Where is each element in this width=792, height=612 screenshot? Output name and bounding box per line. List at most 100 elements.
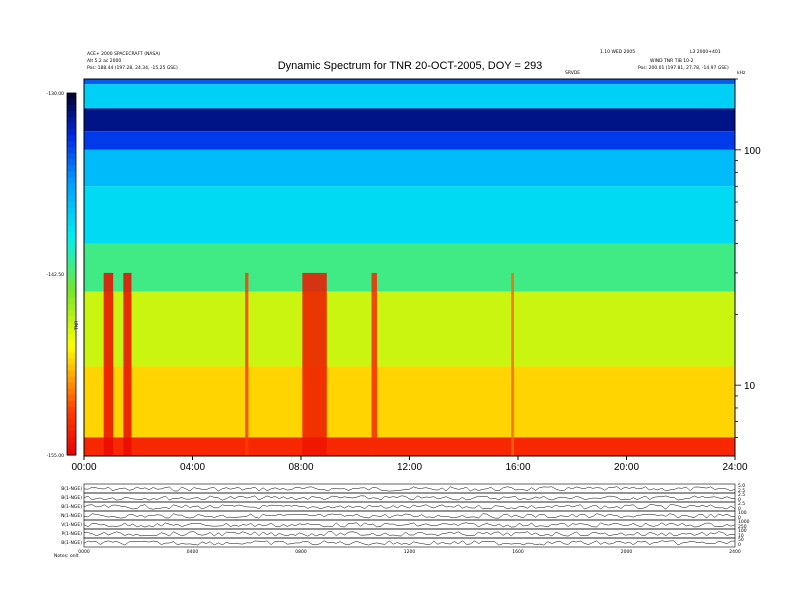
colorbar-frame [66, 92, 77, 456]
x-tick-label: 24:00 [722, 462, 747, 473]
colorbar-cell [67, 165, 76, 173]
colorbar-cell [67, 406, 76, 414]
colorbar-cell [67, 400, 76, 408]
radio-burst [371, 272, 377, 456]
colorbar-cell [67, 334, 76, 341]
colorbar-cell [67, 99, 76, 106]
panel-tick-label: 50 [738, 537, 744, 543]
spectrum-band [84, 437, 735, 456]
panel-tick-label: 100 [738, 528, 747, 534]
colorbar-tick-label: -142.50 [47, 272, 65, 278]
colorbar-cell [67, 394, 76, 402]
colorbar-cell [67, 424, 76, 432]
panel-frame [83, 528, 736, 539]
panel-frame [83, 501, 736, 512]
colorbar-cell [67, 213, 76, 221]
panel-label: V(1-NGE) [61, 522, 82, 528]
panel-trace [83, 504, 736, 510]
colorbar-cell [67, 298, 76, 305]
x-tick-label: 12:00 [397, 462, 422, 473]
panel-x-tick-label: 2000 [621, 549, 633, 555]
panel-x-tick-label: 2400 [729, 549, 741, 555]
colorbar-cell [67, 255, 76, 263]
panel-x-tick-label: 1600 [512, 549, 524, 555]
colorbar-cell [67, 418, 76, 426]
panel-frame [83, 519, 736, 530]
colorbar-cell [67, 225, 76, 233]
radio-burst [245, 272, 249, 456]
panel-tick-label: 2.5 [738, 492, 745, 498]
panel-trace [83, 513, 736, 519]
spectrum-band [84, 79, 735, 85]
colorbar-cell [67, 286, 76, 293]
colorbar-cell [67, 93, 76, 100]
panel-x-tick-label: 0800 [295, 549, 307, 555]
spectrum-band [84, 186, 735, 244]
panel-trace [83, 540, 736, 546]
colorbar-cell [67, 388, 76, 396]
colorbar-cell [67, 111, 76, 118]
panel-frame [83, 537, 736, 548]
colorbar-cell [67, 171, 76, 179]
chart-title: Dynamic Spectrum for TNR 20-OCT-2005, DO… [278, 60, 543, 72]
colorbar-cell [67, 105, 76, 112]
y-tick-label: 10 [744, 381, 756, 392]
spectrum-band [84, 366, 735, 438]
panel-label: B(1-NGE) [61, 495, 82, 501]
colorbar-tick-label: -130.00 [47, 91, 65, 97]
radio-burst [302, 272, 327, 456]
parameter-panels: B(1-NGE)5.02.5B(1-NGE)2.50B(1-NGE)2.50N(… [61, 483, 750, 555]
panel-tick-label: 5.0 [738, 483, 745, 489]
x-axis: 00:00 04:00 08:00 12:00 16:00 20:00 24:00 [71, 456, 748, 473]
axis-tag: SRVDE [565, 70, 580, 76]
spectrum-band [84, 84, 735, 109]
colorbar-cell [67, 135, 76, 142]
panel-tick-label: 250 [738, 524, 747, 530]
panel-label: P(1-NGE) [62, 531, 83, 537]
header-right-line4: Pos: 200.01 (197.81, 27.78, -14.97 GSE) [638, 65, 729, 71]
colorbar-cell [67, 201, 76, 209]
colorbar-cell [67, 117, 76, 124]
colorbar-cell [67, 322, 76, 329]
colorbar-cell [67, 304, 76, 311]
panel-label: B(1-NGE) [61, 486, 82, 492]
panel-trace [83, 486, 736, 492]
spectrum-band [84, 243, 735, 292]
header-left-line1: ACE+ 2000 SPACECRAFT (NASA) [87, 51, 160, 57]
colorbar-cell [67, 147, 76, 154]
x-tick-label: 00:00 [71, 462, 96, 473]
colorbar-cell [67, 195, 76, 203]
colorbar-cell [67, 219, 76, 227]
panel-x-tick-label: 0000 [78, 549, 90, 555]
colorbar [66, 92, 77, 456]
colorbar-cell [67, 177, 76, 185]
colorbar-cell [67, 292, 76, 299]
colorbar-ticks: -130.00 -142.50 -155.00 [47, 91, 65, 459]
panel-x-tick-label: 1200 [404, 549, 416, 555]
colorbar-cell [67, 358, 76, 366]
colorbar-cell [67, 442, 76, 450]
x-tick-label: 16:00 [505, 462, 530, 473]
x-tick-label: 20:00 [614, 462, 639, 473]
right-axis-unit: kHz [737, 70, 746, 76]
spectrogram [84, 79, 735, 456]
spectrum-band [84, 108, 735, 132]
header-right-line3: WIND TNR TIB 10-2 [650, 58, 694, 64]
radio-burst [103, 272, 114, 456]
panel-x-tick-label: 0400 [187, 549, 199, 555]
header-left-line3: Pos: 188.44 (197.28, 24.34, -15.25 GSE) [87, 65, 178, 71]
x-tick-label: 04:00 [180, 462, 205, 473]
colorbar-cell [67, 129, 76, 136]
colorbar-cell [67, 141, 76, 148]
panel-trace [83, 522, 736, 528]
colorbar-cell [67, 310, 76, 317]
colorbar-cell [67, 352, 76, 360]
colorbar-cell [67, 436, 76, 444]
header-left-line2: Alt 5.2 ac 2000 [87, 58, 121, 64]
colorbar-cell [67, 249, 76, 257]
y-axis-right: 100 10 [735, 78, 761, 438]
colorbar-cell [67, 237, 76, 245]
colorbar-cell [67, 243, 76, 251]
colorbar-cell [67, 412, 76, 420]
